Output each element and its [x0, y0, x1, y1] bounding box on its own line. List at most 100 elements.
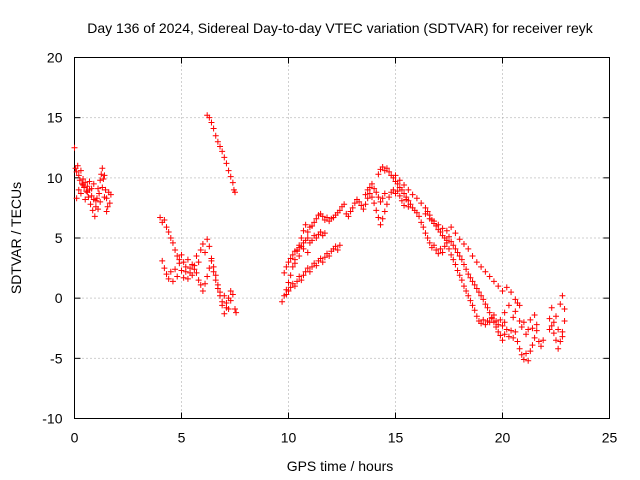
data-point	[217, 143, 224, 150]
chart-title: Day 136 of 2024, Sidereal Day-to-day VTE…	[87, 20, 593, 36]
data-point	[446, 245, 452, 252]
data-point	[319, 213, 326, 220]
data-point	[176, 260, 183, 267]
data-point	[210, 125, 217, 132]
data-point	[309, 237, 316, 244]
data-point	[456, 253, 463, 260]
data-point	[202, 249, 209, 256]
data-point	[195, 259, 202, 266]
data-point	[523, 331, 530, 338]
data-point	[546, 326, 553, 333]
data-point	[225, 167, 232, 174]
data-point	[490, 278, 497, 285]
data-point	[469, 253, 476, 260]
data-points	[71, 112, 568, 364]
data-point	[285, 287, 292, 294]
data-point	[317, 228, 324, 235]
data-point	[448, 238, 455, 245]
data-point	[418, 200, 425, 207]
data-point	[452, 230, 459, 237]
data-point	[304, 235, 311, 241]
data-point	[157, 214, 164, 221]
data-point	[514, 338, 521, 345]
x-tick-labels: 0 5 10 15 20 25	[71, 430, 618, 446]
data-point	[450, 242, 457, 249]
data-point	[208, 119, 215, 126]
data-point	[304, 249, 311, 256]
data-point	[214, 281, 221, 288]
data-point	[83, 188, 90, 195]
data-point	[473, 313, 480, 320]
data-point	[458, 277, 465, 284]
data-point	[512, 308, 519, 315]
y-axis-title: SDTVAR / TECUs	[8, 182, 24, 294]
data-point	[204, 236, 211, 243]
data-point	[349, 204, 356, 211]
data-point	[426, 239, 433, 246]
data-point	[443, 227, 450, 234]
data-point	[416, 213, 423, 220]
data-point	[379, 195, 386, 202]
data-point	[512, 296, 519, 303]
data-point	[486, 309, 493, 316]
data-point	[313, 235, 320, 241]
data-point	[296, 273, 303, 280]
data-point	[319, 259, 326, 266]
data-point	[396, 177, 403, 184]
data-point	[469, 302, 476, 309]
data-point	[202, 280, 209, 287]
data-point	[520, 319, 527, 326]
data-point	[298, 235, 305, 241]
data-point	[546, 315, 553, 322]
data-point	[486, 273, 493, 280]
data-point	[531, 334, 538, 341]
data-point	[101, 172, 108, 179]
data-point	[454, 249, 461, 256]
data-point	[501, 331, 508, 338]
data-point	[232, 189, 238, 196]
data-point	[311, 219, 318, 226]
data-point	[520, 356, 527, 363]
data-point	[383, 165, 390, 172]
data-point	[199, 287, 206, 294]
data-point	[473, 259, 480, 266]
data-point	[217, 289, 224, 296]
data-point	[208, 255, 215, 262]
data-point	[191, 262, 198, 269]
data-point	[471, 307, 478, 314]
data-point	[195, 277, 202, 284]
data-point	[460, 241, 467, 248]
data-point	[221, 310, 228, 317]
data-point	[85, 194, 92, 201]
data-point	[510, 314, 517, 321]
data-point	[167, 268, 174, 275]
data-point	[358, 202, 365, 209]
data-point	[501, 309, 508, 316]
data-point	[527, 316, 534, 323]
data-point	[287, 284, 294, 291]
data-point	[356, 198, 363, 205]
data-point	[548, 322, 555, 329]
data-point	[100, 176, 107, 183]
y-tick-label: 20	[47, 50, 63, 66]
data-point	[508, 289, 515, 296]
data-point	[232, 305, 238, 312]
data-point	[341, 201, 348, 208]
data-point	[206, 265, 213, 272]
data-point	[452, 245, 459, 252]
data-point	[223, 299, 230, 306]
data-point	[99, 184, 106, 191]
data-point	[418, 219, 425, 226]
data-point	[381, 190, 388, 197]
data-point	[452, 261, 459, 268]
data-point	[431, 218, 438, 225]
data-point	[95, 206, 102, 213]
x-tick-label: 0	[71, 430, 79, 446]
data-point	[499, 322, 506, 329]
data-point	[178, 251, 185, 258]
data-point	[482, 301, 489, 308]
data-point	[210, 263, 217, 270]
data-point	[326, 253, 333, 260]
data-point	[460, 261, 467, 268]
data-point	[456, 272, 463, 279]
